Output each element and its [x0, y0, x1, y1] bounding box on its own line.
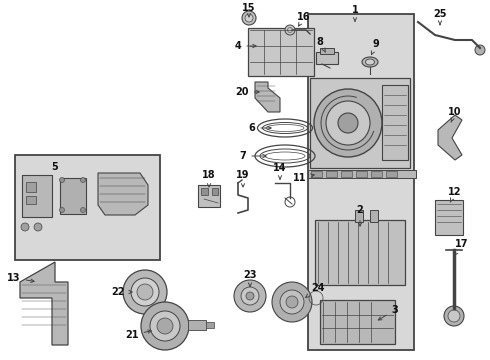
Circle shape [241, 287, 259, 305]
Bar [206, 322, 214, 328]
Text: 13: 13 [7, 273, 34, 283]
Circle shape [59, 177, 65, 183]
Text: 25: 25 [433, 9, 447, 24]
Polygon shape [20, 262, 68, 345]
Text: 23: 23 [243, 270, 257, 286]
Bar [198, 185, 220, 207]
Text: 9: 9 [371, 39, 379, 55]
Bar [370, 210, 378, 222]
Text: 14: 14 [273, 163, 287, 179]
Circle shape [280, 290, 304, 314]
Bar [320, 48, 334, 54]
Text: 20: 20 [235, 87, 259, 97]
Bar [60, 178, 86, 214]
Bar [26, 182, 36, 192]
Text: 5: 5 [51, 162, 58, 172]
Bar [26, 196, 36, 204]
Ellipse shape [366, 59, 374, 65]
Circle shape [131, 278, 159, 306]
Text: 21: 21 [125, 330, 151, 340]
Circle shape [314, 89, 382, 157]
Polygon shape [438, 115, 462, 160]
Circle shape [246, 292, 254, 300]
Circle shape [137, 284, 153, 300]
Text: 15: 15 [242, 3, 256, 17]
Bar [188, 320, 206, 330]
Bar [22, 175, 52, 217]
Bar [435, 200, 463, 235]
Ellipse shape [362, 57, 378, 67]
Text: 6: 6 [248, 123, 271, 133]
Text: 11: 11 [293, 173, 314, 183]
Bar [320, 300, 395, 344]
Bar [15, 155, 160, 260]
Circle shape [141, 302, 189, 350]
Circle shape [444, 306, 464, 326]
Bar [316, 52, 338, 64]
Polygon shape [98, 173, 148, 215]
Circle shape [59, 207, 65, 212]
Text: 22: 22 [111, 287, 132, 297]
Bar [212, 188, 218, 195]
Bar [311, 171, 322, 177]
Bar [386, 171, 397, 177]
Bar [315, 220, 405, 285]
Text: 19: 19 [236, 170, 250, 187]
Text: 2: 2 [357, 205, 364, 226]
Circle shape [150, 311, 180, 341]
Bar [382, 85, 408, 160]
Bar [326, 171, 337, 177]
Circle shape [448, 310, 460, 322]
Circle shape [242, 11, 256, 25]
Bar [201, 188, 208, 195]
Text: 3: 3 [378, 305, 398, 320]
Polygon shape [255, 82, 280, 112]
Circle shape [34, 223, 42, 231]
Bar [308, 14, 414, 350]
Circle shape [272, 282, 312, 322]
Circle shape [157, 318, 173, 334]
Circle shape [80, 207, 85, 212]
Circle shape [80, 177, 85, 183]
Text: 4: 4 [235, 41, 256, 51]
Circle shape [338, 113, 358, 133]
Bar [371, 171, 382, 177]
Bar [248, 28, 314, 76]
Circle shape [475, 45, 485, 55]
Bar [308, 170, 416, 178]
Text: 16: 16 [297, 12, 311, 26]
Text: 7: 7 [240, 151, 266, 161]
Text: 8: 8 [317, 37, 325, 52]
Bar [22, 175, 52, 217]
Circle shape [326, 101, 370, 145]
Circle shape [234, 280, 266, 312]
Text: 18: 18 [202, 170, 216, 187]
Text: 10: 10 [448, 107, 462, 122]
Bar [356, 171, 367, 177]
Circle shape [286, 296, 298, 308]
Circle shape [285, 25, 295, 35]
Circle shape [245, 14, 253, 22]
Text: 1: 1 [352, 5, 358, 21]
Circle shape [21, 223, 29, 231]
Text: 12: 12 [448, 187, 462, 202]
Bar [355, 210, 363, 222]
Bar [341, 171, 352, 177]
Circle shape [123, 270, 167, 314]
Bar [310, 78, 410, 168]
Text: 17: 17 [455, 239, 469, 255]
Text: 24: 24 [306, 283, 325, 297]
